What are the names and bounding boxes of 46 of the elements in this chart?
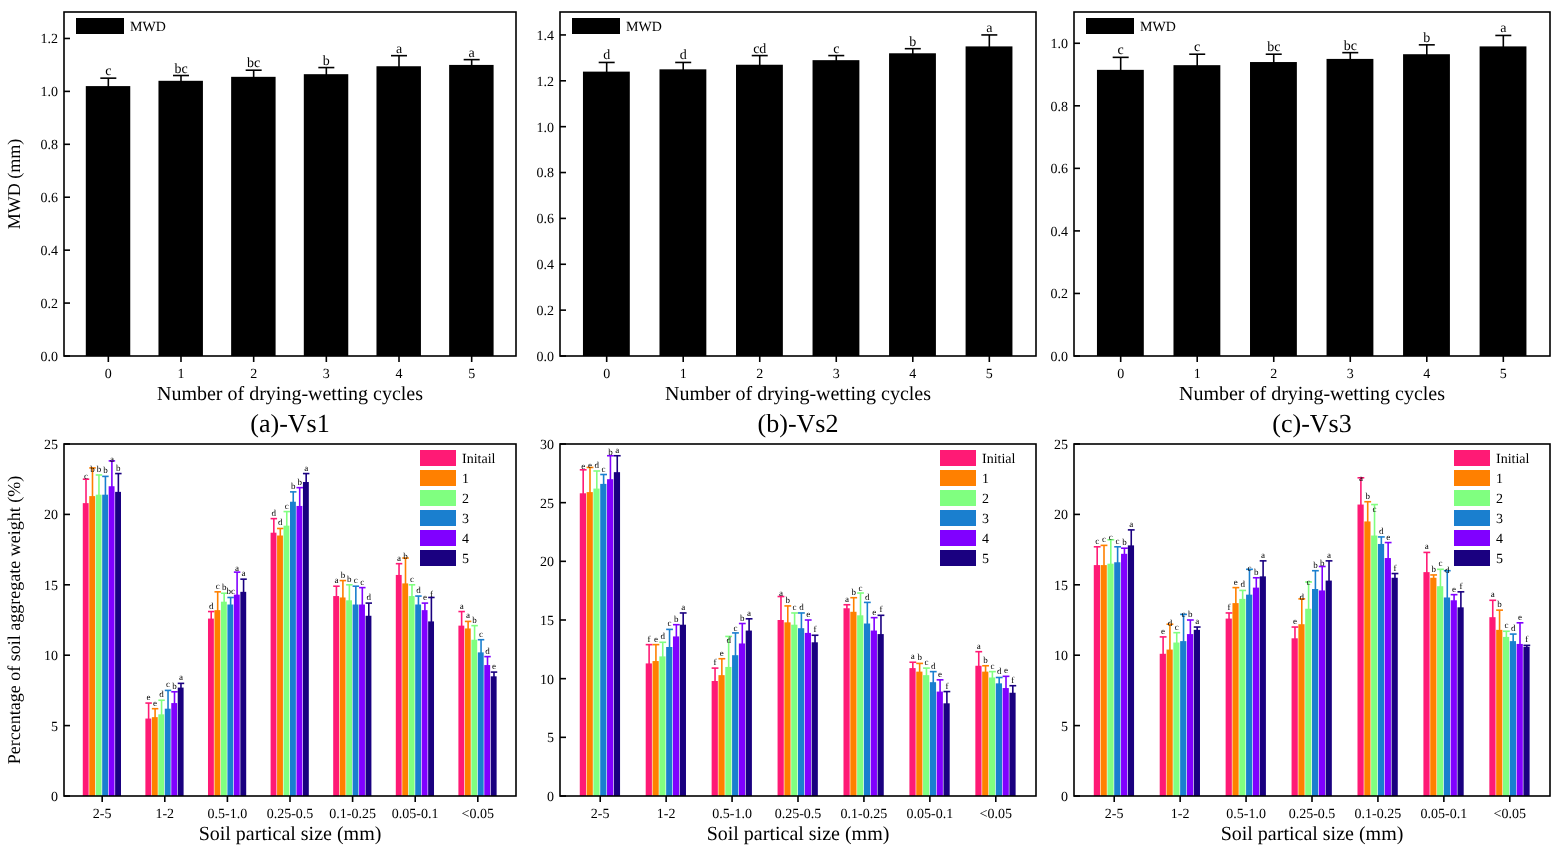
x-axis-title: Number of drying-wetting cycles xyxy=(1178,384,1446,406)
bar xyxy=(290,501,296,796)
y-axis-title: Percentage of soil aggregate weight (%) xyxy=(4,475,24,765)
bar xyxy=(1193,629,1200,796)
bar xyxy=(277,535,283,796)
bar xyxy=(1009,692,1016,796)
bar xyxy=(988,677,996,796)
bar xyxy=(811,642,818,796)
bar xyxy=(464,628,471,796)
bar xyxy=(302,482,309,796)
text: (b)-Vs2 xyxy=(757,408,839,438)
bar xyxy=(220,601,227,796)
bar xyxy=(843,608,850,796)
bar xyxy=(1430,577,1437,796)
bar xyxy=(177,687,184,796)
bar xyxy=(490,676,497,796)
bar xyxy=(1252,587,1260,796)
x-axis-title: Soil partical size (mm) xyxy=(198,824,382,846)
bar xyxy=(1377,543,1385,796)
bar xyxy=(1502,636,1510,796)
bar xyxy=(916,671,923,796)
bar xyxy=(421,610,428,796)
y-axis-title: MWD (mm) xyxy=(4,138,24,230)
bar xyxy=(923,675,930,796)
bar xyxy=(151,717,158,796)
bar xyxy=(1121,553,1128,796)
bar xyxy=(909,668,916,796)
bar xyxy=(415,604,422,796)
bar xyxy=(1523,646,1530,796)
bar xyxy=(1450,600,1457,796)
bar xyxy=(1239,598,1246,796)
bar xyxy=(995,683,1002,796)
bar xyxy=(227,604,234,796)
bar xyxy=(1509,641,1516,796)
bar xyxy=(1225,618,1232,796)
text: (c)-Vs3 xyxy=(1272,408,1352,438)
x-axis-title: Soil partical size (mm) xyxy=(1220,824,1404,846)
bar xyxy=(207,618,214,796)
bar xyxy=(1391,577,1398,796)
bar xyxy=(982,671,989,796)
x-axis-title: Soil partical size (mm) xyxy=(706,824,890,846)
bar xyxy=(484,665,491,796)
text: (a)-Vs1 xyxy=(250,408,330,438)
x-axis-title: Number of drying-wetting cycles xyxy=(156,384,424,406)
bar xyxy=(600,483,607,796)
x-axis-title: Number of drying-wetting cycles xyxy=(664,384,932,406)
